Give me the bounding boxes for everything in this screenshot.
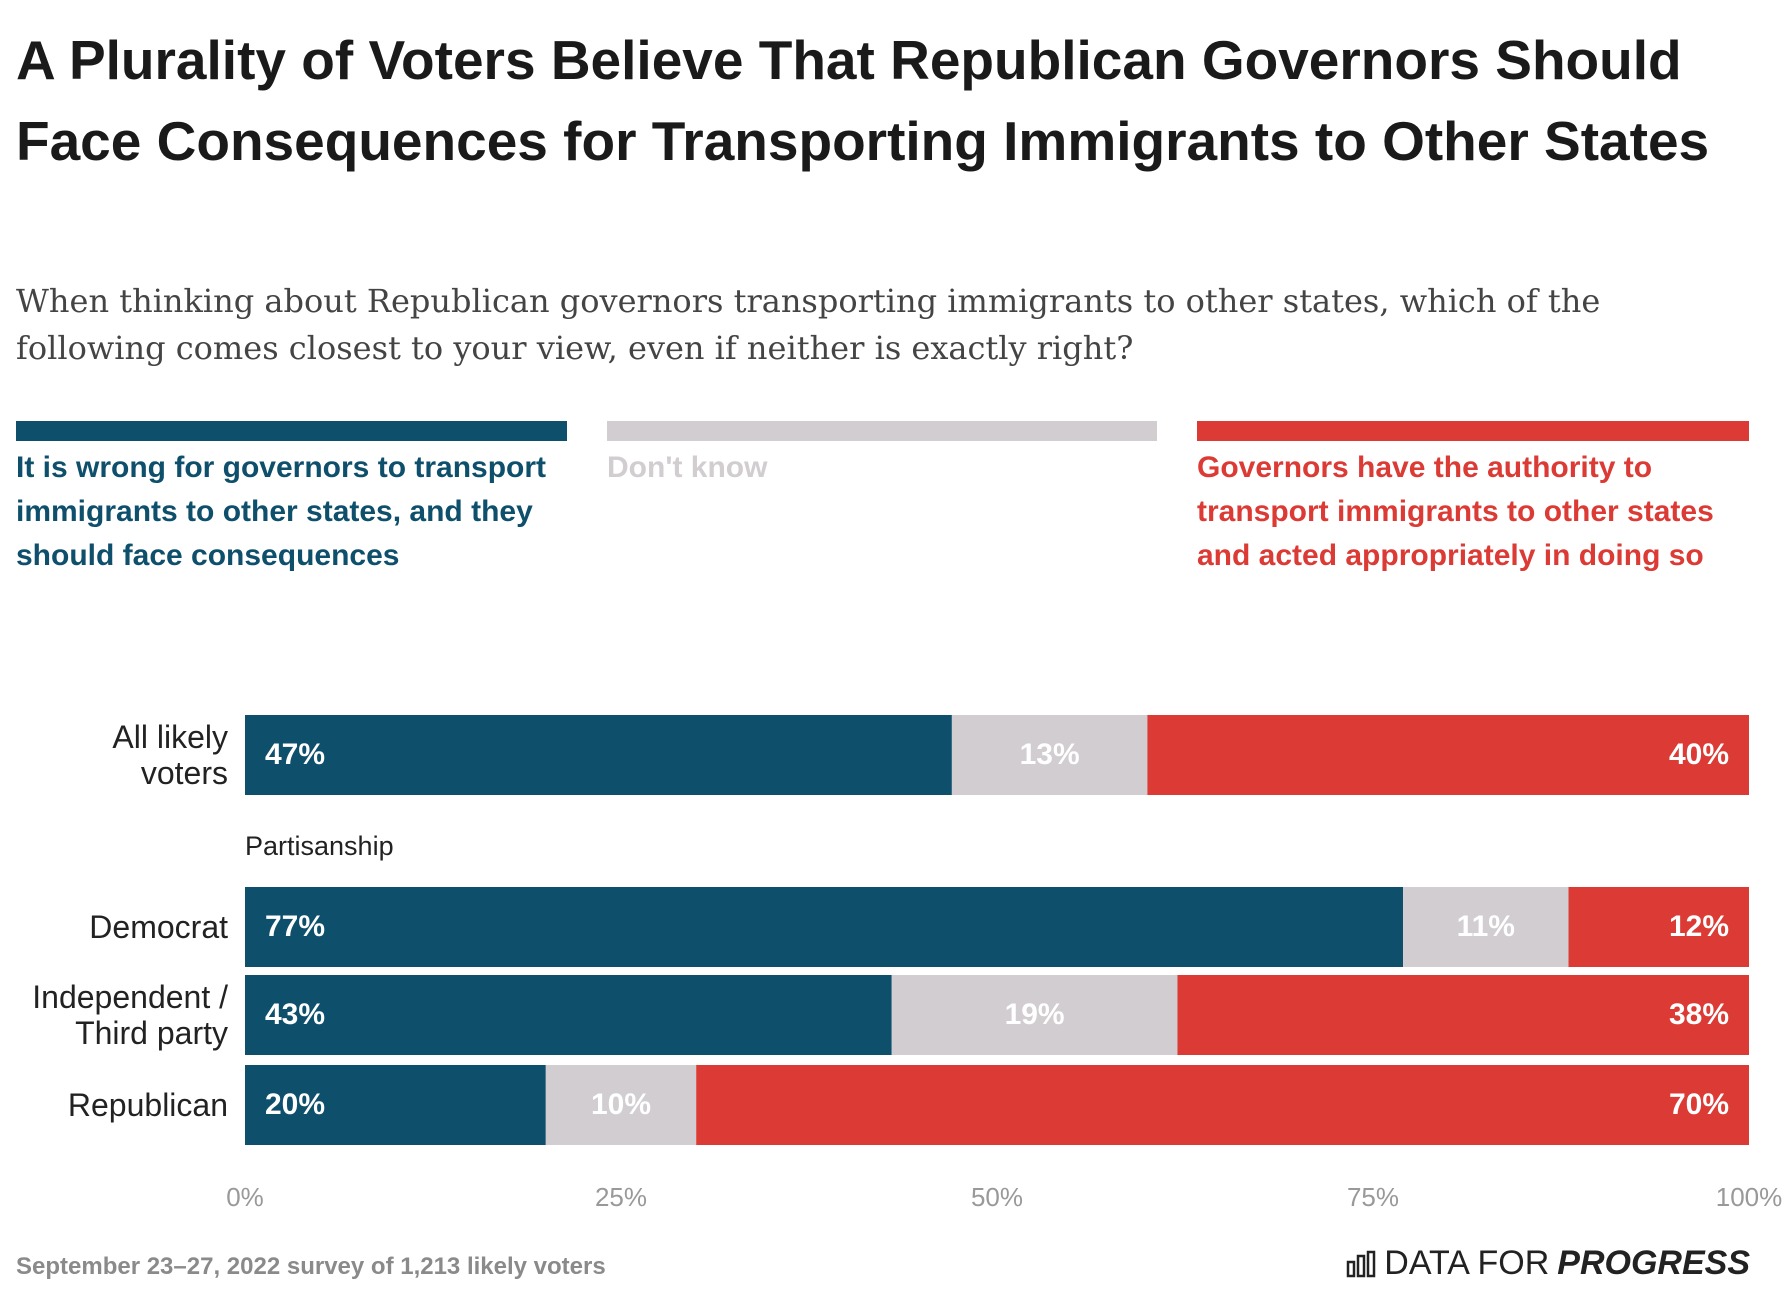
bar-segment — [1403, 887, 1569, 967]
legend-swatch — [1197, 421, 1749, 441]
x-tick-label: 0% — [226, 1182, 264, 1212]
legend-label: Governors have the authority to transpor… — [1197, 451, 1714, 572]
value-label: 10% — [591, 1088, 651, 1121]
bar-segment — [1568, 887, 1749, 967]
logo-text: DATA FOR — [1384, 1244, 1550, 1282]
group-label: Partisanship — [245, 831, 394, 861]
bar-segment — [696, 1065, 1750, 1145]
chart: Partisanship 0% 25% 50% 75% 100% 47% 13% 40% 77% 1… — [226, 715, 1783, 1212]
chart-subtitle: When thinking about Republican governors… — [16, 282, 1601, 367]
bar-segment — [1147, 715, 1749, 795]
legend-swatch — [16, 421, 567, 441]
bar-segment — [1177, 975, 1749, 1055]
value-label: 77% — [265, 910, 325, 943]
y-tick-label: Independent / Third party — [32, 979, 228, 1051]
legend-swatch — [607, 421, 1157, 441]
legend-label: It is wrong for governors to transport i… — [16, 451, 547, 572]
bar-segment — [245, 1065, 546, 1145]
x-tick-label: 25% — [595, 1182, 647, 1212]
y-tick-label: Democrat — [89, 909, 228, 945]
bar-segment — [545, 1065, 697, 1145]
source-note: September 23–27, 2022 survey of 1,213 li… — [16, 1253, 606, 1280]
logo-icon — [1347, 1250, 1376, 1277]
x-tick-label: 100% — [1716, 1182, 1783, 1212]
value-label: 47% — [265, 738, 325, 771]
value-label: 12% — [1669, 910, 1729, 943]
value-label: 40% — [1669, 738, 1729, 771]
bar-segment — [245, 887, 1404, 967]
chart-title: A Plurality of Voters Believe That Repub… — [16, 29, 1710, 172]
x-tick-label: 50% — [971, 1182, 1023, 1212]
y-tick-label: All likely voters — [112, 719, 228, 791]
bar-segment — [245, 975, 892, 1055]
bar-segment — [245, 715, 952, 795]
value-label: 20% — [265, 1088, 325, 1121]
value-label: 11% — [1457, 910, 1515, 943]
x-tick-label: 75% — [1347, 1182, 1399, 1212]
logo-text: PROGRESS — [1557, 1244, 1750, 1282]
value-label: 19% — [1005, 998, 1065, 1031]
y-tick-label: Republican — [67, 1087, 228, 1123]
value-label: 43% — [265, 998, 325, 1031]
value-label: 70% — [1669, 1088, 1729, 1121]
bar-segment — [891, 975, 1178, 1055]
value-label: 13% — [1020, 738, 1080, 771]
value-label: 38% — [1669, 998, 1729, 1031]
logo: DATA FOR PROGRESS — [1346, 1244, 1750, 1283]
legend-label: Don't know — [607, 451, 768, 484]
bar-segment — [951, 715, 1148, 795]
